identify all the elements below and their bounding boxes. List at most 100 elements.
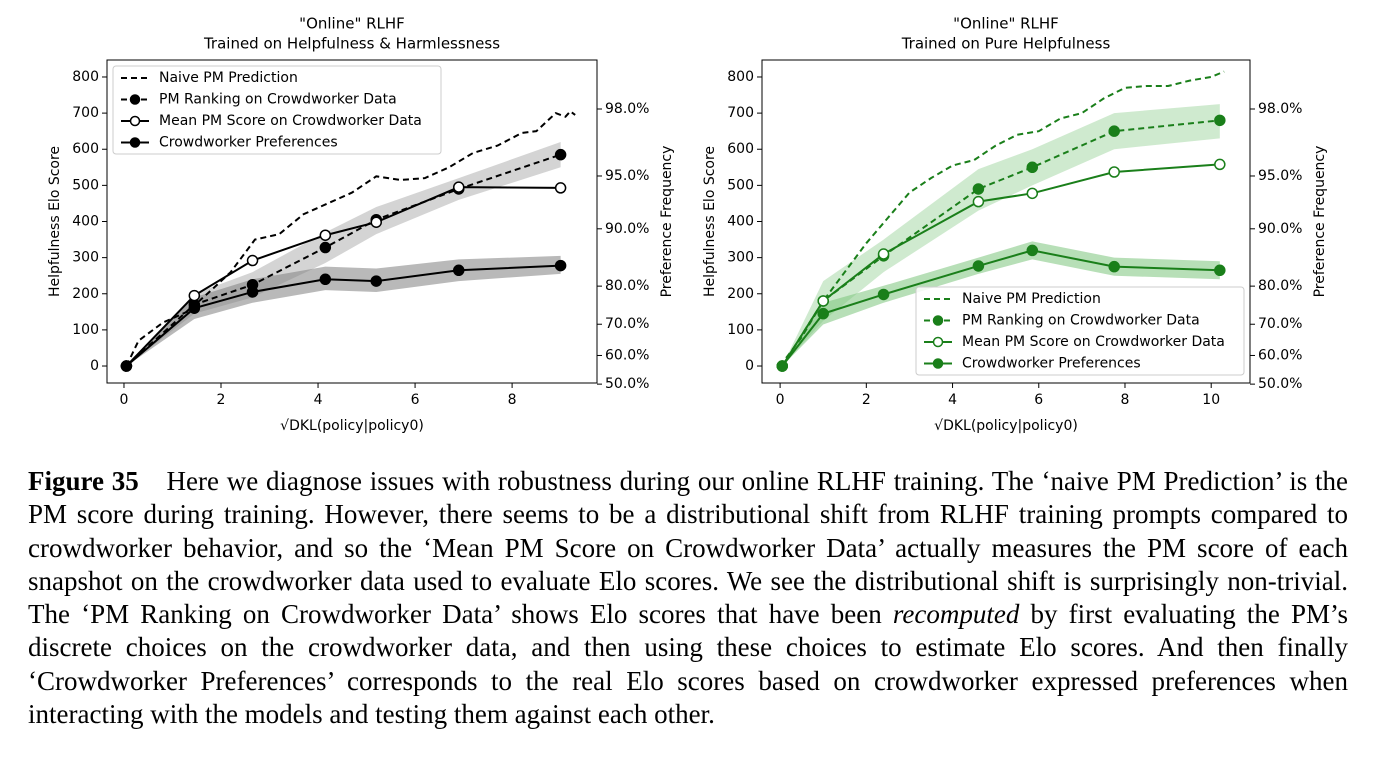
- caption-emphasis: recomputed: [892, 599, 1020, 630]
- y-tick-label: 500: [72, 177, 99, 193]
- y2-tick-label: 80.0%: [1258, 278, 1302, 294]
- x-tick-label: 0: [120, 392, 129, 408]
- data-point: [452, 264, 465, 277]
- y2-tick-label: 70.0%: [1258, 316, 1302, 332]
- y2-tick-label: 60.0%: [1258, 347, 1302, 363]
- legend-marker: [932, 358, 944, 369]
- y-tick-label: 100: [72, 322, 99, 338]
- y2-tick-label: 95.0%: [605, 168, 649, 184]
- data-point: [370, 216, 383, 228]
- chart-title: "Online" RLHF: [953, 15, 1059, 33]
- y-tick-label: 800: [72, 69, 99, 85]
- data-point: [877, 248, 890, 260]
- data-point: [1026, 161, 1039, 174]
- data-point: [972, 195, 985, 208]
- data-point: [972, 260, 985, 272]
- legend-box: [112, 65, 442, 155]
- confidence-band: [126, 142, 561, 367]
- data-point: [554, 148, 567, 161]
- x-tick-label: 6: [411, 392, 420, 408]
- legend-marker: [129, 137, 141, 148]
- caption-label: Figure 35: [28, 466, 139, 496]
- data-point: [554, 182, 567, 194]
- x-tick-label: 6: [1034, 392, 1043, 408]
- x-tick-label: 0: [776, 392, 785, 408]
- data-point: [188, 289, 201, 302]
- y2-tick-label: 50.0%: [605, 376, 649, 392]
- x-tick-label: 8: [1121, 392, 1130, 408]
- y-tick-label: 400: [727, 214, 754, 230]
- y-tick-label: 800: [727, 69, 754, 85]
- y-axis-label: Helpfulness Elo Score: [702, 146, 718, 297]
- legend-marker: [129, 94, 141, 105]
- data-point: [370, 275, 383, 287]
- y2-tick-label: 90.0%: [1258, 221, 1302, 237]
- y-axis-label: Helpfulness Elo Score: [47, 146, 63, 297]
- chart-subtitle: Trained on Pure Helpfulness: [901, 35, 1111, 53]
- x-tick-label: 8: [508, 392, 517, 408]
- y-tick-label: 700: [72, 105, 99, 121]
- y-tick-label: 100: [727, 322, 754, 338]
- data-point: [776, 360, 789, 372]
- confidence-band: [782, 241, 1220, 367]
- y-tick-label: 200: [727, 286, 754, 302]
- chart-title: "Online" RLHF: [299, 15, 405, 33]
- data-point: [246, 254, 259, 267]
- data-point: [1026, 244, 1039, 257]
- legend-marker: [129, 115, 141, 127]
- data-point: [319, 241, 332, 254]
- legend-label: Crowdworker Preferences: [159, 135, 338, 151]
- y-tick-label: 300: [727, 250, 754, 266]
- data-point: [319, 273, 332, 286]
- y-tick-label: 300: [72, 250, 99, 266]
- data-point: [554, 259, 567, 272]
- data-point: [1108, 260, 1120, 273]
- data-point: [246, 286, 259, 298]
- legend-label: PM Ranking on Crowdworker Data: [962, 313, 1200, 329]
- data-point: [120, 360, 133, 372]
- series-line: [125, 109, 576, 367]
- legend-label: Crowdworker Preferences: [962, 356, 1141, 372]
- y-tick-label: 200: [72, 286, 99, 302]
- y2-tick-label: 90.0%: [605, 221, 649, 237]
- y-tick-label: 0: [90, 358, 99, 374]
- y-tick-label: 0: [745, 358, 754, 374]
- data-point: [877, 288, 890, 301]
- x-tick-label: 4: [314, 392, 323, 408]
- data-point: [1108, 125, 1120, 137]
- x-tick-label: 4: [948, 392, 957, 408]
- figure: "Online" RLHF Trained on Helpfulness & Ha…: [47, 15, 1328, 435]
- data-point: [817, 295, 829, 307]
- data-point: [319, 229, 332, 241]
- y2-tick-label: 70.0%: [605, 316, 649, 332]
- data-point: [452, 181, 465, 193]
- y2-axis-label: Preference Frequency: [659, 146, 675, 298]
- y-tick-label: 600: [727, 141, 754, 157]
- legend-box: [915, 286, 1245, 376]
- data-point: [1214, 264, 1226, 277]
- legend-marker: [932, 315, 944, 326]
- y2-tick-label: 98.0%: [605, 101, 649, 117]
- y2-tick-label: 98.0%: [1258, 101, 1302, 117]
- x-axis-label: √DKL(policy|policy0): [934, 418, 1078, 434]
- data-point: [1214, 114, 1226, 127]
- y-tick-label: 700: [727, 105, 754, 121]
- y-tick-label: 400: [72, 214, 99, 230]
- data-point: [972, 183, 985, 195]
- x-tick-label: 2: [217, 392, 226, 408]
- caption-text: by first evaluating the PM’s discrete ch…: [28, 599, 1349, 730]
- data-point: [1108, 166, 1120, 178]
- data-point: [1214, 158, 1226, 171]
- data-point: [1026, 187, 1039, 200]
- legend-label: PM Ranking on Crowdworker Data: [159, 92, 397, 108]
- x-tick-label: 2: [862, 392, 871, 408]
- legend-marker: [932, 336, 944, 348]
- chart-subtitle: Trained on Helpfulness & Harmlessness: [203, 35, 500, 53]
- x-axis-label: √DKL(policy|policy0): [280, 418, 424, 434]
- confidence-band: [782, 104, 1220, 367]
- legend-label: Naive PM Prediction: [159, 70, 298, 86]
- legend-label: Mean PM Score on Crowdworker Data: [159, 113, 422, 129]
- x-tick-label: 10: [1202, 392, 1220, 408]
- y2-axis-label: Preference Frequency: [1312, 146, 1328, 298]
